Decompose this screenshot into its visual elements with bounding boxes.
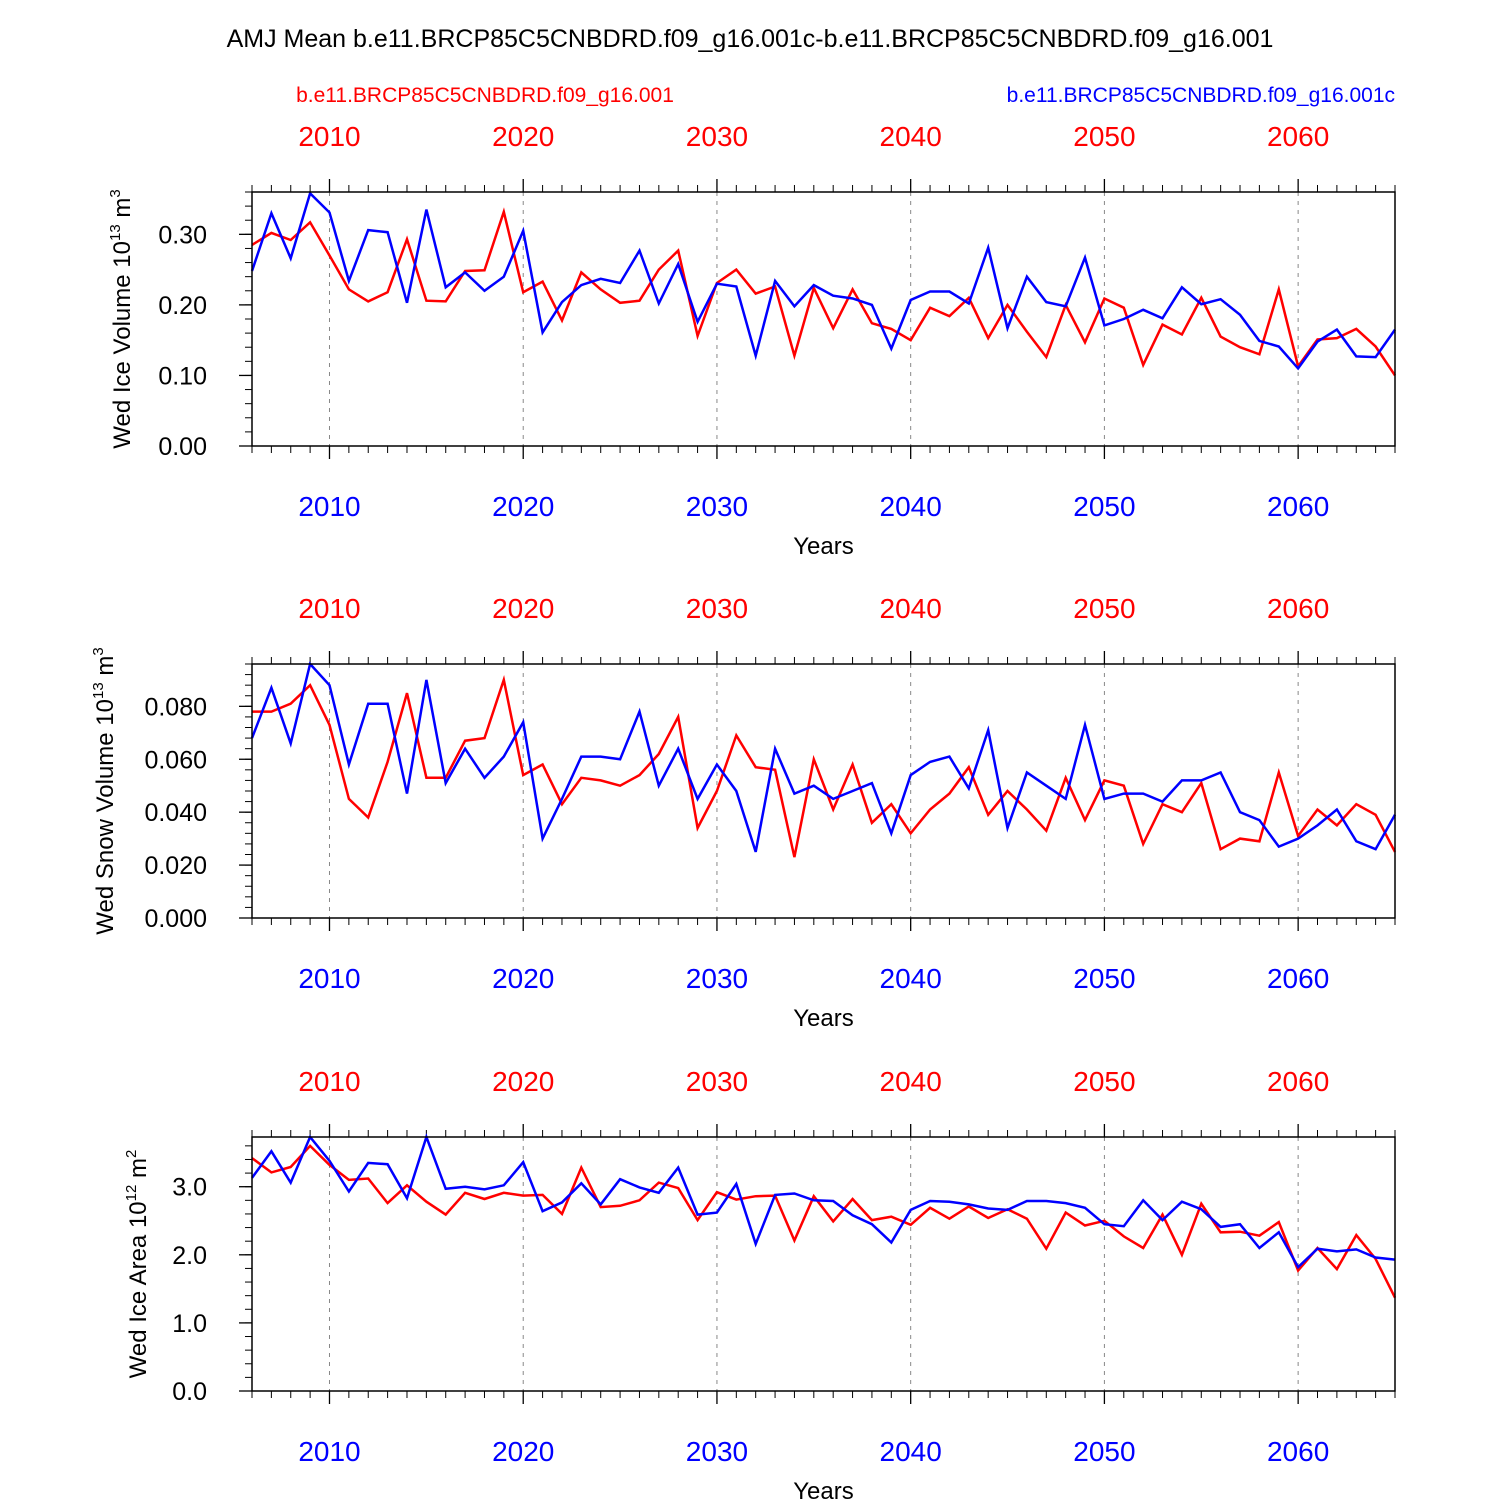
legend-blue-series: b.e11.BRCP85C5CNBDRD.f09_g16.001c (1007, 84, 1395, 107)
plot-frame (251, 663, 1396, 919)
y-axis-title-part: m (92, 656, 119, 683)
y-tick-label: 0.10 (158, 362, 207, 390)
x-tick-label-top: 2030 (686, 593, 748, 624)
x-tick-label-top: 2050 (1073, 593, 1135, 624)
x-tick-label-bottom: 2030 (686, 491, 748, 522)
x-tick-label-bottom: 2020 (492, 491, 554, 522)
plot-frame (251, 191, 1396, 447)
x-tick-label-top: 2060 (1267, 593, 1329, 624)
y-axis-title-part: 13 (107, 224, 124, 241)
y-axis-title: Wed Ice Area 1012 m2 (123, 1150, 152, 1379)
y-axis-title-part: 2 (123, 1150, 140, 1158)
x-tick-label-bottom: 2020 (492, 963, 554, 994)
x-tick-label-top: 2010 (298, 1066, 360, 1097)
x-tick-label-top: 2040 (880, 593, 942, 624)
x-tick-label-bottom: 2050 (1073, 963, 1135, 994)
y-tick-label: 0.040 (144, 799, 207, 827)
x-tick-label-bottom: 2030 (686, 963, 748, 994)
x-tick-label-top: 2010 (298, 593, 360, 624)
x-tick-label-bottom: 2060 (1267, 1436, 1329, 1467)
series-line-blue (250, 661, 1397, 853)
x-tick-label-top: 2020 (492, 121, 554, 152)
y-axis-title-part: 12 (123, 1185, 140, 1202)
series-line-blue (250, 191, 1397, 371)
panel-2: 0.000 0.020 0.040 0.060 0.080 2010 2010 2020 202… (90, 593, 1397, 1032)
y-axis-title: Wed Snow Volume 1013 m3 (90, 647, 119, 934)
series-line-red (252, 675, 1397, 858)
x-tick-label-top: 2020 (492, 1066, 554, 1097)
y-tick-label: 0.060 (144, 746, 207, 774)
y-axis-title-part: Wed Ice Area (125, 1228, 152, 1378)
y-tick-label: 3.0 (172, 1174, 207, 1202)
x-tick-label-top: 2060 (1267, 1066, 1329, 1097)
y-axis-title-part: m (109, 198, 136, 225)
x-tick-label-top: 2030 (686, 121, 748, 152)
y-tick-label: 0.0 (172, 1378, 207, 1406)
x-axis-title: Years (793, 533, 854, 560)
x-tick-label-top: 2030 (686, 1066, 748, 1097)
legend-red-series: b.e11.BRCP85C5CNBDRD.f09_g16.001 (296, 84, 674, 107)
x-tick-label-bottom: 2010 (298, 1436, 360, 1467)
y-axis-title-part: 10 (125, 1201, 152, 1228)
series-line-red (251, 207, 1397, 377)
y-axis-title-part: 10 (109, 241, 136, 268)
x-tick-label-bottom: 2060 (1267, 963, 1329, 994)
x-tick-label-bottom: 2020 (492, 1436, 554, 1467)
panels: 0.00 0.10 0.20 0.30 2010 2010 2020 2020 2030 2030… (90, 121, 1397, 1500)
y-axis-title-part: Wed Snow Volume (92, 726, 119, 935)
x-tick-label-top: 2040 (880, 121, 942, 152)
y-tick-label: 0.080 (144, 693, 207, 721)
panel-1: 0.00 0.10 0.20 0.30 2010 2010 2020 2020 2030 2030… (107, 121, 1397, 560)
panel-3: 0.0 1.0 2.0 3.0 2010 2010 2020 2020 2030 2030 2040… (123, 1066, 1397, 1500)
x-tick-label-bottom: 2010 (298, 963, 360, 994)
x-tick-label-bottom: 2040 (880, 963, 942, 994)
y-axis-title-part: Wed Ice Volume (109, 268, 136, 449)
x-tick-label-top: 2050 (1073, 121, 1135, 152)
y-tick-label: 0.020 (144, 852, 207, 880)
figure-title: AMJ Mean b.e11.BRCP85C5CNBDRD.f09_g16.00… (227, 25, 1274, 53)
series-line-blue (250, 1133, 1396, 1270)
y-tick-label: 0.30 (158, 221, 207, 249)
x-tick-label-top: 2060 (1267, 121, 1329, 152)
y-tick-label: 1.0 (172, 1310, 207, 1338)
x-tick-label-bottom: 2060 (1267, 491, 1329, 522)
y-tick-label: 0.20 (158, 292, 207, 320)
x-axis-title: Years (793, 1478, 854, 1500)
y-axis-title-part: 10 (92, 699, 119, 726)
x-tick-label-top: 2010 (298, 121, 360, 152)
y-axis-title-part: 3 (107, 189, 124, 197)
x-tick-label-bottom: 2010 (298, 491, 360, 522)
x-tick-label-bottom: 2040 (880, 1436, 942, 1467)
y-axis-title-part: m (125, 1158, 152, 1185)
x-tick-label-bottom: 2050 (1073, 491, 1135, 522)
series-line-red (251, 1144, 1397, 1299)
y-axis-title-part: 13 (90, 682, 107, 699)
y-tick-label: 2.0 (172, 1242, 207, 1270)
y-axis-title: Wed Ice Volume 1013 m3 (107, 189, 136, 448)
y-tick-label: 0.000 (144, 905, 207, 933)
x-tick-label-bottom: 2050 (1073, 1436, 1135, 1467)
x-tick-label-top: 2020 (492, 593, 554, 624)
plot-frame (251, 1136, 1396, 1392)
x-axis-title: Years (793, 1005, 854, 1032)
x-tick-label-top: 2050 (1073, 1066, 1135, 1097)
x-tick-label-bottom: 2040 (880, 491, 942, 522)
y-tick-label: 0.00 (158, 433, 207, 461)
y-axis-title-part: 3 (90, 647, 107, 655)
x-tick-label-top: 2040 (880, 1066, 942, 1097)
x-tick-label-bottom: 2030 (686, 1436, 748, 1467)
